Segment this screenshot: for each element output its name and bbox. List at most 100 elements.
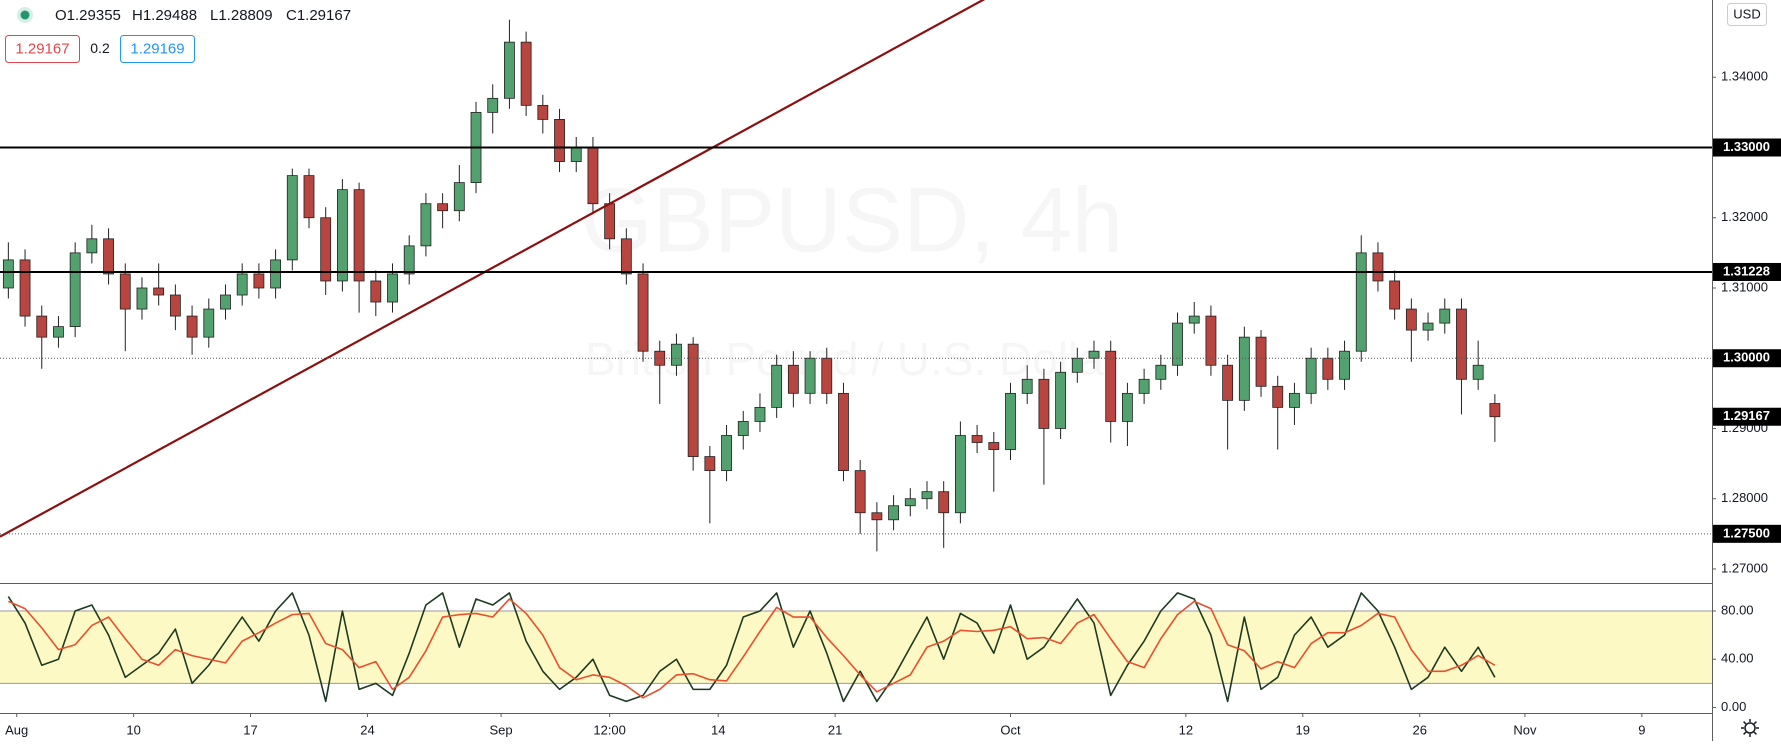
candle-body	[821, 357, 833, 394]
level-label: 1.27500	[1723, 525, 1770, 540]
y-tick-label: 1.32000	[1721, 209, 1768, 224]
candle-body	[687, 343, 699, 457]
candle-body	[988, 442, 1000, 450]
candle-body	[1122, 392, 1133, 422]
status-icon	[20, 10, 30, 20]
candle-body	[1188, 315, 1200, 324]
candle-body	[904, 498, 916, 507]
candle-body	[453, 182, 465, 212]
watermark-title: GBPUSD, 4h	[581, 169, 1123, 271]
level-label: 1.30000	[1723, 350, 1770, 365]
candle-body	[1138, 378, 1150, 394]
candle-body	[286, 175, 298, 261]
candle-body	[504, 41, 515, 99]
y-tick-label: 80.00	[1721, 602, 1754, 617]
currency[interactable]: USD	[1733, 6, 1760, 21]
last-price-badge	[1713, 407, 1781, 426]
buy-price[interactable]: 1.29169	[130, 40, 184, 57]
candle-body	[103, 238, 114, 275]
candle-body	[1355, 252, 1367, 352]
candle-body	[1372, 252, 1384, 282]
stoch-line	[7, 592, 1496, 703]
candle-body	[353, 189, 365, 282]
candle-body	[570, 147, 582, 162]
x-tick-label: Aug	[5, 722, 28, 737]
candle-body	[1439, 308, 1451, 324]
x-tick-label: Nov	[1513, 722, 1537, 737]
trend-line	[0, 0, 986, 538]
candle-body	[1238, 336, 1250, 401]
candle-body	[203, 308, 215, 338]
level-badge	[1713, 524, 1781, 543]
candle-body	[1255, 336, 1267, 387]
stoch-lines	[7, 592, 1496, 703]
stoch-band	[0, 611, 1712, 684]
candle-body	[1272, 385, 1284, 408]
candle-body	[303, 175, 315, 219]
candle-body	[604, 203, 616, 240]
candle-body	[487, 97, 499, 113]
candle-body	[1055, 371, 1067, 429]
x-tick-label: 12:00	[593, 722, 626, 737]
candle-body	[1305, 357, 1317, 394]
last-price-label: 1.29167	[1723, 408, 1770, 423]
candle-body	[838, 392, 849, 472]
buy-button[interactable]	[120, 35, 195, 63]
candle-body	[938, 491, 950, 514]
x-tick-label: 24	[360, 722, 374, 737]
candle-body	[587, 147, 599, 205]
sell-button[interactable]	[5, 35, 80, 63]
candle-body	[1088, 350, 1100, 359]
candle-body	[1339, 350, 1350, 380]
legend-open: O1.29355	[55, 7, 121, 24]
candle-body	[403, 245, 415, 275]
candle-body	[1105, 350, 1117, 422]
level-badge	[1713, 262, 1781, 281]
settings-icon-spokes[interactable]	[1741, 719, 1759, 737]
candle-body	[854, 470, 866, 514]
candle-body	[888, 505, 899, 521]
candle-body	[1155, 364, 1167, 380]
x-tick-label: 10	[126, 722, 140, 737]
x-tick-label: 14	[711, 722, 725, 737]
sell-price[interactable]: 1.29167	[15, 40, 69, 57]
candle-body	[420, 203, 432, 247]
candle-body	[671, 343, 682, 366]
candle-body	[1071, 357, 1083, 373]
candle-body	[69, 252, 81, 328]
candle-body	[871, 512, 883, 521]
candle-body	[53, 326, 64, 338]
candle-body	[520, 41, 532, 106]
legend-low: L1.28809	[210, 7, 273, 24]
candle-body	[620, 238, 632, 275]
candle-body	[253, 273, 265, 289]
candle-body	[1021, 378, 1033, 394]
candle-body	[2, 259, 14, 289]
settings-icon[interactable]	[1741, 719, 1759, 737]
candle-body	[954, 435, 966, 514]
x-tick-label: 26	[1412, 722, 1426, 737]
x-tick-label: Oct	[1000, 722, 1021, 737]
candle-body	[1322, 357, 1334, 380]
currency-button[interactable]	[1727, 3, 1767, 26]
legend-close: C1.29167	[286, 7, 351, 24]
settings-icon-ring[interactable]	[1744, 722, 1756, 734]
candle-body	[86, 238, 98, 254]
candle-body	[336, 189, 348, 282]
candle-body	[186, 315, 198, 338]
candle-body	[169, 294, 181, 317]
candle-body	[36, 315, 48, 338]
level-badge	[1713, 349, 1781, 368]
candle-body	[537, 104, 549, 120]
level-label: 1.33000	[1723, 139, 1770, 154]
candle-body	[437, 203, 449, 212]
legend-high: H1.29488	[132, 7, 197, 24]
candle-body	[771, 364, 783, 408]
level-badge	[1713, 138, 1781, 157]
candle-body	[1005, 392, 1016, 450]
y-tick-label: 40.00	[1721, 651, 1754, 666]
candle-body	[921, 491, 933, 500]
candle-body	[971, 435, 983, 443]
candle-body	[1172, 322, 1183, 366]
